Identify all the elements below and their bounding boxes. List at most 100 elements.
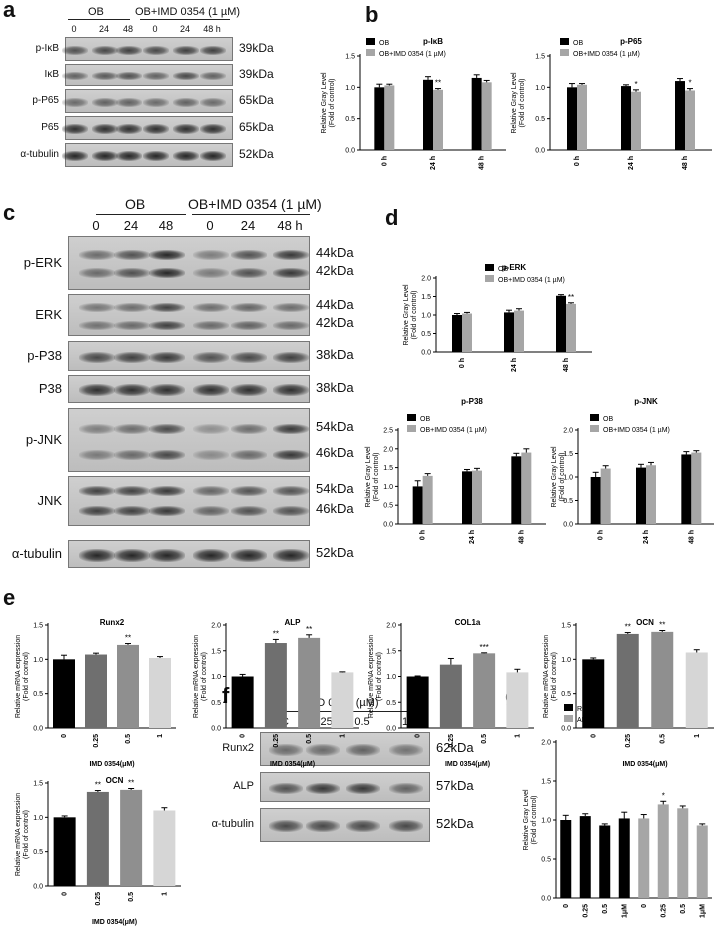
- blot-c-band: [79, 506, 115, 516]
- blot-c-band: [79, 320, 115, 330]
- y-tick-label: 0.0: [33, 726, 43, 733]
- blot-c-band: [231, 384, 267, 396]
- significance-marker: **: [659, 620, 665, 629]
- x-tick-label: 48 h: [479, 156, 486, 170]
- blot-c-band: [231, 320, 267, 330]
- blot-c-kda-label: 52kDa: [316, 545, 354, 561]
- blot-c-kda-label: 46kDa: [316, 501, 354, 517]
- chart-title: p-ERK: [502, 263, 527, 272]
- bar: [149, 657, 171, 728]
- y-tick-label: 1.0: [211, 674, 221, 681]
- blot-f-band: [346, 782, 380, 794]
- blot-f-row-label: Runx2: [222, 742, 254, 755]
- blot-c-strip: [68, 294, 310, 336]
- bar: [153, 810, 176, 886]
- y-axis-label: Relative Gray Level(Fold of control): [365, 446, 380, 508]
- blot-c-band: [231, 486, 267, 496]
- significance-marker: *: [688, 79, 691, 88]
- blot-c-band: [193, 450, 229, 460]
- chart-b-p-ikb: p-IκB 0.0 0.5 1.0 1.5 Relative Gray Level(Fol…: [321, 37, 506, 170]
- blot-f-band: [389, 782, 423, 794]
- blot-c-band: [79, 250, 115, 260]
- y-axis-label-line: (Fold of control): [201, 652, 208, 701]
- x-tick-label: 0.25: [660, 904, 667, 918]
- bar: [618, 818, 630, 898]
- legend-swatch: [366, 49, 375, 56]
- x-tick-label: 0.25: [93, 734, 100, 748]
- blot-a-lane-label: 24: [179, 24, 190, 34]
- bar: [621, 86, 631, 150]
- y-axis-label: Relative mRNA expression(Fold of control…: [193, 635, 208, 718]
- blot-c-band: [231, 302, 267, 312]
- blot-c-band: [273, 450, 309, 460]
- blot-c-band: [193, 486, 229, 496]
- x-tick-label: 48 h: [563, 358, 570, 372]
- blot-a-band: [62, 151, 88, 161]
- blot-f-strip: [260, 808, 430, 842]
- panel-letter-c: c: [3, 200, 16, 225]
- x-tick-label: 0.5: [481, 734, 488, 744]
- bar: [85, 654, 107, 728]
- panel-letter-e: e: [3, 585, 16, 610]
- blot-a-band: [143, 124, 169, 134]
- y-axis-label-line: (Fold of control): [23, 652, 30, 701]
- bar: [677, 808, 689, 898]
- y-tick-label: 0.0: [33, 884, 43, 891]
- bar: [422, 475, 433, 524]
- legend-swatch: [564, 704, 573, 711]
- blot-f-lane-label: 0.5: [354, 716, 370, 728]
- blot-c-band: [79, 351, 115, 363]
- blot-a-lane-label: 24: [98, 24, 109, 34]
- x-tick-label: 0: [61, 734, 68, 738]
- blot-a-band: [143, 151, 169, 161]
- blot-a-row-label: IκB: [44, 68, 59, 80]
- legend-swatch: [560, 38, 569, 45]
- bar: [374, 87, 385, 150]
- blot-c-band: [193, 548, 229, 562]
- panel-letter-b: b: [365, 2, 379, 27]
- chart-d-p-p38: p-P38 0.0 0.5 1.0 1.5 2.0 2.5 Relative Gray Lev…: [365, 397, 546, 544]
- y-tick-label: 2.0: [386, 623, 396, 630]
- blot-a-kda-label: 65kDa: [239, 93, 274, 107]
- y-tick-label: 0.5: [541, 857, 551, 864]
- bar: [439, 664, 462, 728]
- blot-f-kda-label: 57kDa: [436, 778, 474, 794]
- y-axis-label-line: Relative mRNA expression: [193, 635, 200, 718]
- blot-c-kda-label: 38kDa: [316, 380, 354, 396]
- significance-marker: **: [95, 781, 101, 790]
- blot-c-band: [231, 506, 267, 516]
- blot-c-band: [114, 302, 150, 312]
- blot-a-row-label: p-IκB: [35, 42, 59, 54]
- blot-c-band: [114, 268, 150, 278]
- blot-f-band: [306, 782, 340, 794]
- blot-c-lane-label: 24: [240, 218, 256, 233]
- blot-c-underline-imd: [192, 214, 310, 215]
- y-axis-label-line: Relative Gray Level: [403, 284, 410, 346]
- bar: [638, 818, 650, 898]
- x-tick-label: 0.5: [128, 892, 135, 902]
- x-tick-label: 1: [514, 734, 521, 738]
- y-axis-label: Relative mRNA expression(Fold of control…: [15, 793, 30, 876]
- x-tick-label: 24 h: [469, 530, 476, 544]
- y-tick-label: 2.0: [563, 428, 573, 435]
- blot-c-group-imd: OB+IMD 0354 (1 µM): [188, 196, 322, 212]
- x-tick-label: 0.5: [602, 904, 609, 914]
- x-tick-label: 24 h: [628, 156, 635, 170]
- bar: [298, 637, 321, 728]
- y-tick-label: 2.0: [541, 740, 551, 747]
- y-tick-label: 1.0: [563, 475, 573, 482]
- legend-label: OB+IMD 0354 (1 µM): [573, 51, 640, 58]
- blot-c-band: [273, 424, 309, 434]
- blot-c-band: [149, 506, 185, 516]
- y-tick-label: 1.0: [535, 85, 545, 92]
- bar: [685, 652, 708, 728]
- blot-f-band: [346, 744, 380, 756]
- significance-marker: *: [662, 791, 665, 800]
- significance-marker: **: [306, 625, 312, 634]
- blot-c-band: [79, 384, 115, 396]
- x-tick-label: 0.5: [659, 734, 666, 744]
- y-tick-label: 1.5: [563, 451, 573, 458]
- y-tick-label: 0.0: [386, 726, 396, 733]
- y-tick-label: 1.0: [421, 313, 431, 320]
